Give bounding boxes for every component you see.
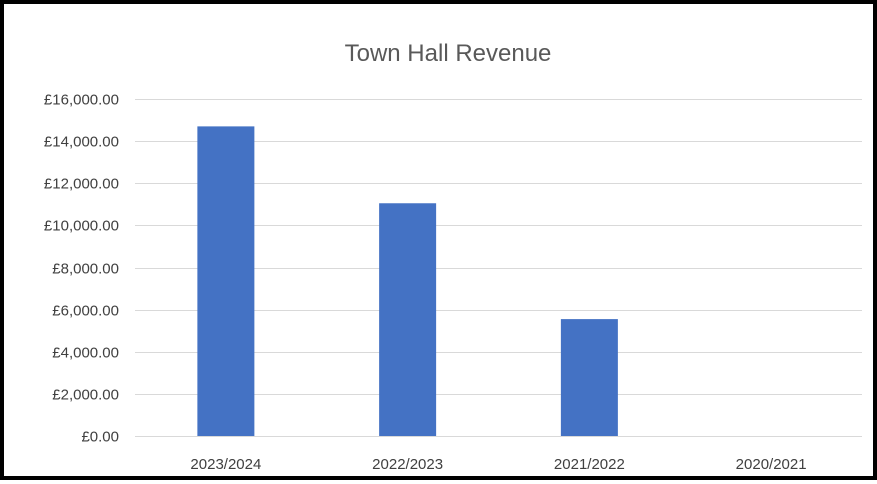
bars xyxy=(197,126,618,436)
chart-title: Town Hall Revenue xyxy=(345,40,552,67)
bar-chart: Town Hall Revenue £0.00 £2,000.00 £4,000.0… xyxy=(44,40,862,473)
y-axis-tick-labels: £0.00 £2,000.00 £4,000.00 £6,000.00 £8,000.0… xyxy=(44,92,119,446)
y-tick-label: £6,000.00 xyxy=(52,303,119,320)
y-tick-label: £4,000.00 xyxy=(52,345,119,362)
bar xyxy=(379,203,437,436)
y-tick-label: £8,000.00 xyxy=(52,261,119,278)
x-tick-label: 2022/2023 xyxy=(372,456,443,473)
y-tick-label: £2,000.00 xyxy=(52,387,119,404)
y-tick-label: £16,000.00 xyxy=(44,92,119,109)
y-tick-label: £14,000.00 xyxy=(44,134,119,151)
x-tick-label: 2020/2021 xyxy=(736,456,807,473)
y-tick-label: £0.00 xyxy=(81,429,119,446)
bar xyxy=(197,126,255,436)
x-tick-label: 2021/2022 xyxy=(554,456,625,473)
y-tick-label: £10,000.00 xyxy=(44,218,119,235)
x-tick-label: 2023/2024 xyxy=(190,456,261,473)
y-tick-label: £12,000.00 xyxy=(44,176,119,193)
bar xyxy=(560,319,618,436)
gridlines xyxy=(135,99,862,437)
x-axis-tick-labels: 2023/2024 2022/2023 2021/2022 2020/2021 xyxy=(190,456,806,473)
